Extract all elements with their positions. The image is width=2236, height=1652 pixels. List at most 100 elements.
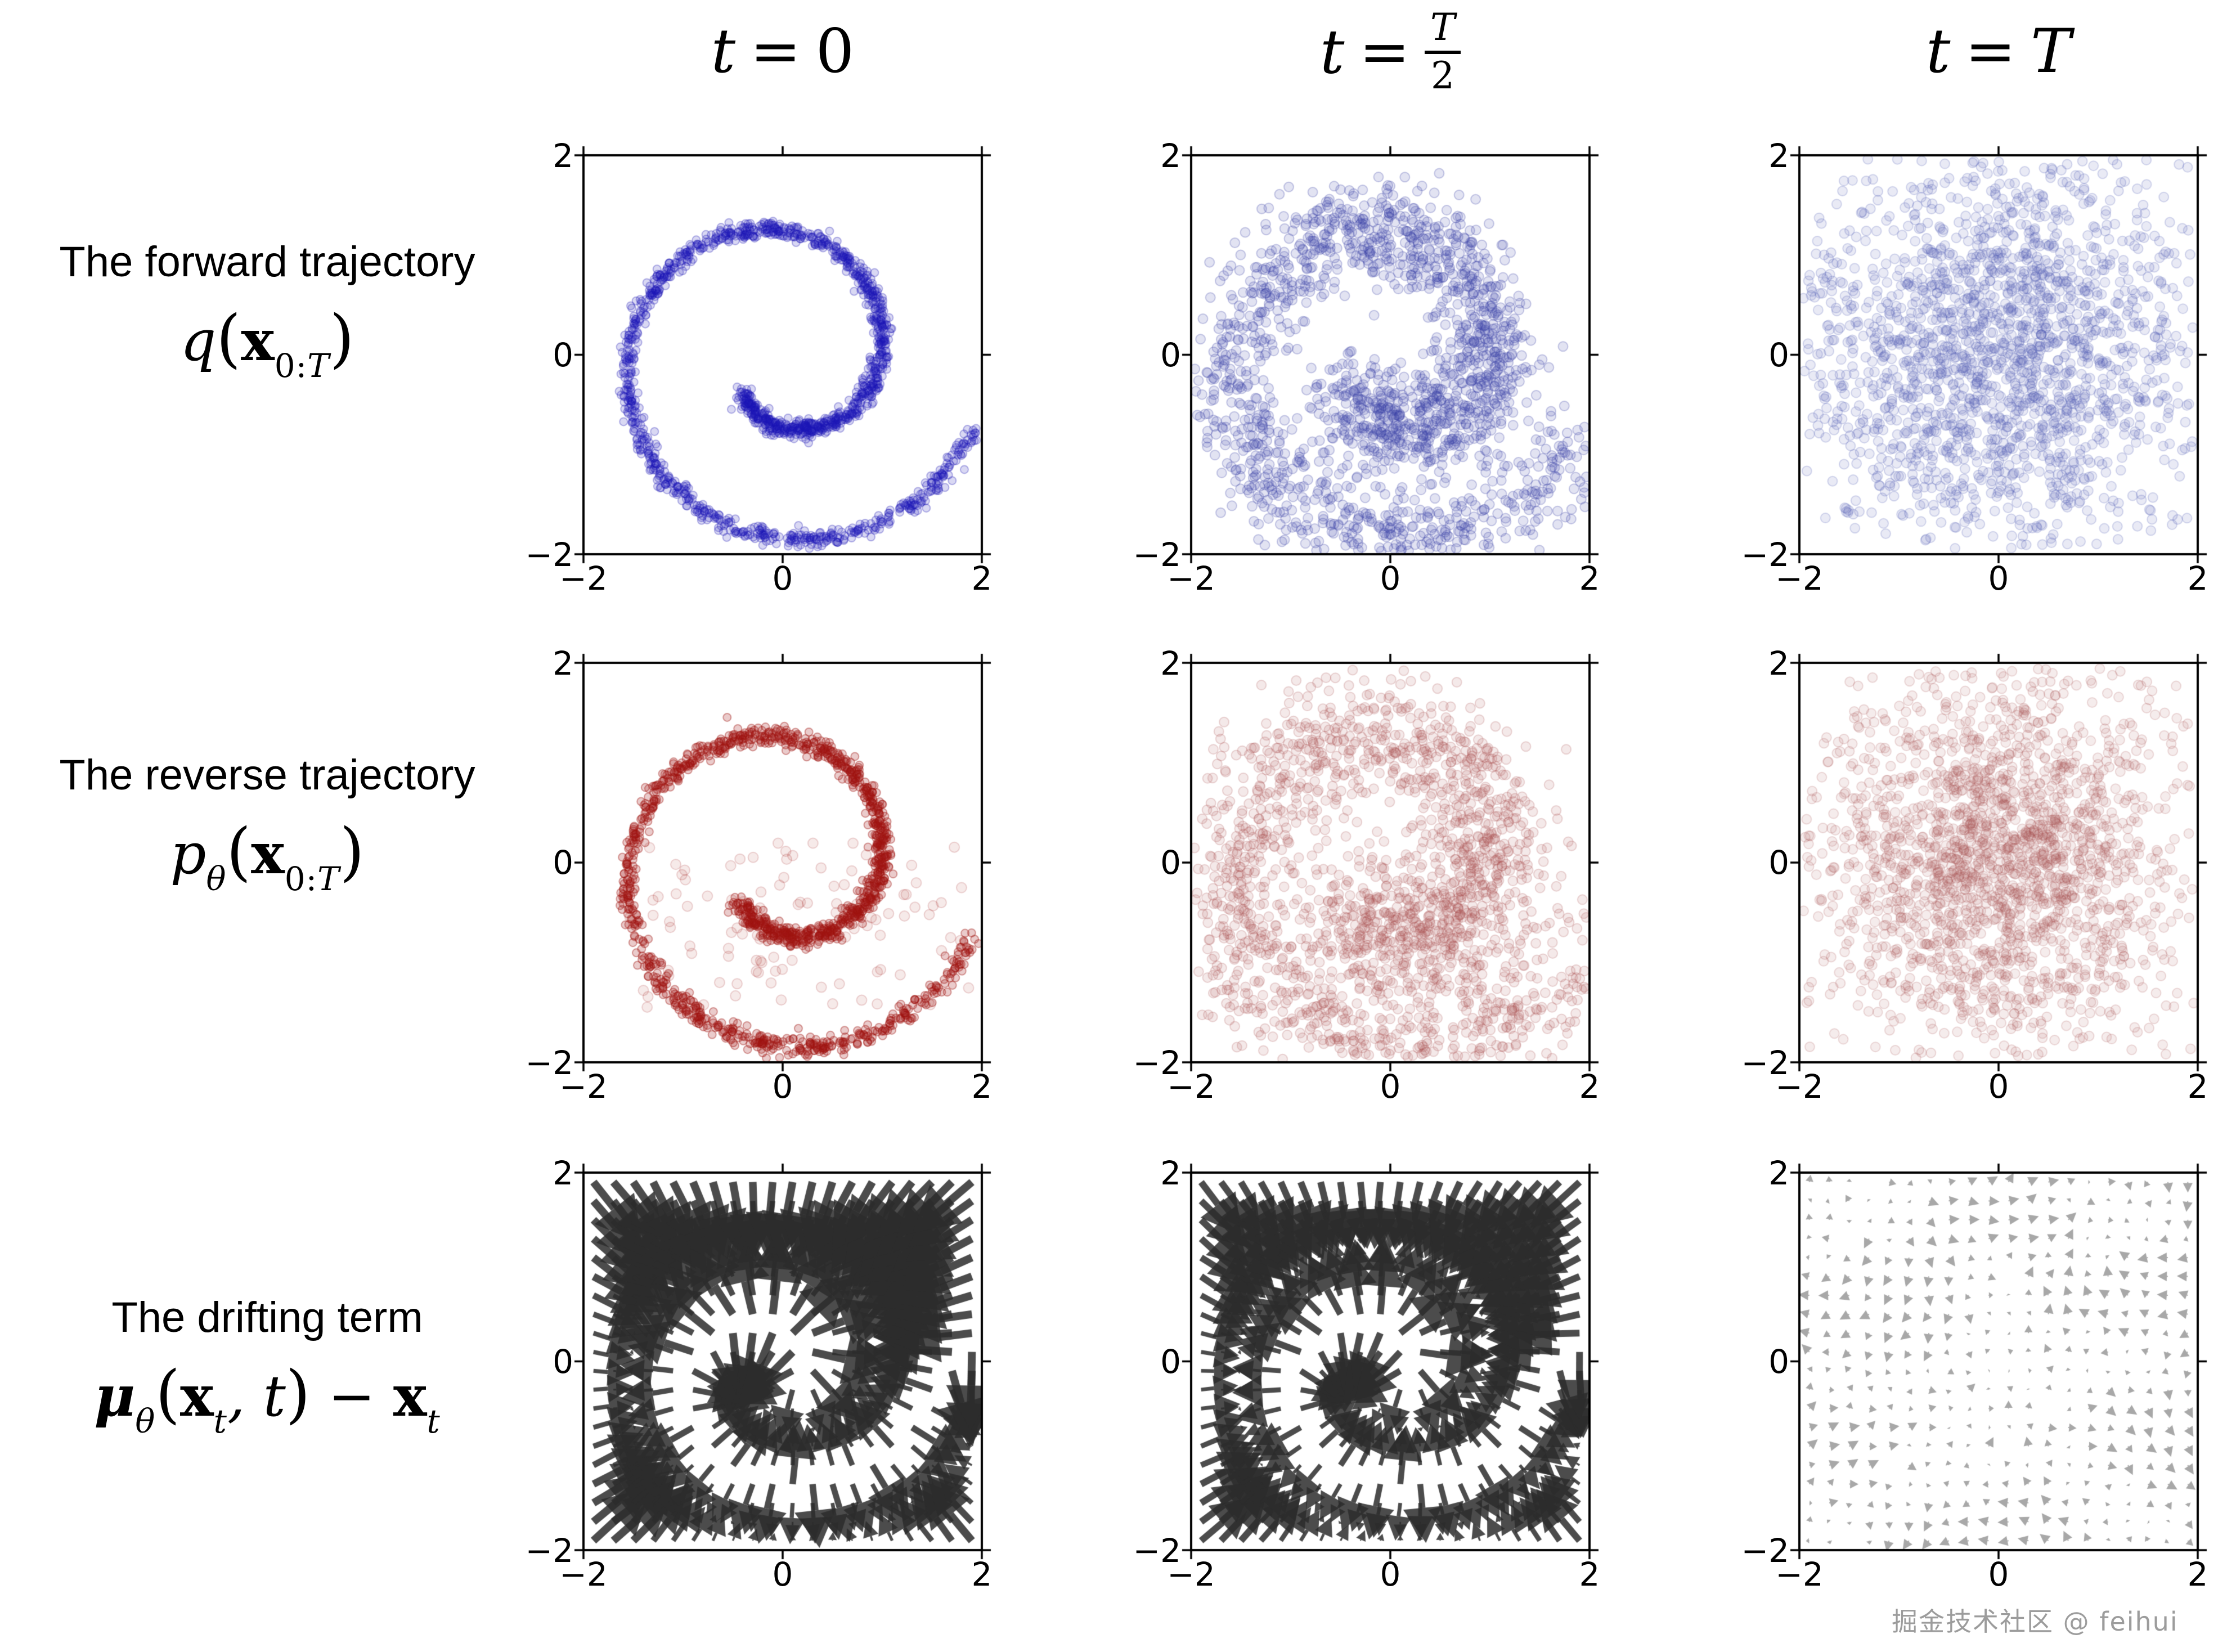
row-label-forward: The forward trajectory q(x0:T) bbox=[14, 236, 520, 384]
y-tick-label: 2 bbox=[1160, 1154, 1181, 1192]
column-header-t-half: t = T 2 bbox=[1191, 9, 1590, 100]
header-math-eq: = bbox=[1965, 16, 2016, 87]
y-tick-label: 2 bbox=[1768, 644, 1789, 683]
x-tick-label: −2 bbox=[1775, 1067, 1824, 1106]
plot-reverse-t0: 2 −2 0 0 −2 2 bbox=[526, 647, 995, 1103]
row-title-forward: The forward trajectory bbox=[59, 238, 475, 286]
y-tick-label: −2 bbox=[525, 536, 574, 574]
math-minus: − bbox=[310, 1363, 393, 1430]
x-tick-label: 0 bbox=[1380, 1067, 1401, 1106]
x-tick-label: 0 bbox=[1380, 559, 1401, 598]
y-tick-label: 0 bbox=[1160, 843, 1181, 882]
x-tick-label: 2 bbox=[1579, 559, 1600, 598]
y-tick-label: −2 bbox=[1741, 1532, 1790, 1570]
math-t-sub: t bbox=[426, 1402, 441, 1441]
x-tick-label: 0 bbox=[1380, 1555, 1401, 1593]
subscript-T: T bbox=[307, 347, 330, 385]
plot-forward-t0: 2 −2 0 0 −2 2 bbox=[526, 140, 995, 595]
y-tick-label: 0 bbox=[553, 843, 573, 882]
header-math-value: T bbox=[2030, 16, 2071, 87]
x-tick-label: 0 bbox=[772, 1555, 793, 1593]
x-tick-label: 0 bbox=[772, 559, 793, 598]
y-tick-label: 2 bbox=[1160, 137, 1181, 175]
header-math-eq: = bbox=[1359, 17, 1410, 88]
paren-open: ( bbox=[216, 302, 241, 376]
x-tick-label: 0 bbox=[1988, 559, 2009, 598]
column-header-T: t = T bbox=[1799, 14, 2198, 89]
y-tick-label: 2 bbox=[1160, 644, 1181, 683]
x-tick-label: −2 bbox=[559, 1067, 608, 1106]
quiver-canvas-drift-t0 bbox=[570, 1159, 995, 1564]
row-math-reverse: pθ(x0:T) bbox=[14, 818, 520, 897]
y-tick-label: 0 bbox=[553, 335, 573, 374]
math-theta-sub: θ bbox=[135, 1402, 156, 1441]
y-tick-label: 0 bbox=[1160, 1342, 1181, 1381]
y-tick-label: −2 bbox=[525, 1532, 574, 1570]
scatter-canvas-forward-tT bbox=[1786, 142, 2211, 568]
scatter-canvas-reverse-tT2 bbox=[1178, 649, 1603, 1076]
fraction-numerator: T bbox=[1424, 8, 1461, 54]
x-tick-label: −2 bbox=[559, 559, 608, 598]
x-tick-label: 0 bbox=[1988, 1067, 2009, 1106]
x-tick-label: 0 bbox=[772, 1067, 793, 1106]
row-label-drift: The drifting term μθ(xt, t) − xt bbox=[14, 1292, 520, 1440]
x-tick-label: −2 bbox=[1167, 559, 1215, 598]
x-tick-label: 2 bbox=[1579, 1555, 1600, 1593]
y-tick-label: 2 bbox=[553, 1154, 573, 1192]
subscript-0: 0: bbox=[274, 347, 308, 385]
y-tick-label: −2 bbox=[1741, 1044, 1790, 1082]
x-tick-label: 2 bbox=[2187, 1067, 2208, 1106]
math-p: p bbox=[170, 821, 206, 887]
y-tick-label: 2 bbox=[1768, 1154, 1789, 1192]
x-tick-label: 2 bbox=[2187, 1555, 2208, 1593]
math-q: q bbox=[180, 308, 217, 374]
row-title-reverse: The reverse trajectory bbox=[59, 751, 475, 799]
y-tick-label: 2 bbox=[1768, 137, 1789, 175]
y-tick-label: 2 bbox=[553, 644, 573, 683]
y-tick-label: −2 bbox=[525, 1044, 574, 1082]
x-tick-label: 0 bbox=[1988, 1555, 2009, 1593]
math-t-sub: t bbox=[213, 1402, 227, 1441]
y-tick-label: −2 bbox=[1133, 1044, 1182, 1082]
x-tick-label: −2 bbox=[1167, 1555, 1215, 1593]
y-tick-label: 2 bbox=[553, 137, 573, 175]
row-math-forward: q(x0:T) bbox=[14, 304, 520, 384]
x-tick-label: 2 bbox=[2187, 559, 2208, 598]
y-tick-label: 0 bbox=[1768, 1342, 1789, 1381]
math-subscript: 0:T bbox=[285, 860, 340, 898]
x-tick-label: 2 bbox=[971, 559, 993, 598]
plot-forward-tT2: 2 −2 0 0 −2 2 bbox=[1133, 140, 1603, 595]
row-title-drift: The drifting term bbox=[111, 1294, 423, 1341]
scatter-canvas-forward-tT2 bbox=[1178, 142, 1603, 568]
plot-drift-tT2: 2 −2 0 0 −2 2 bbox=[1133, 1157, 1603, 1591]
y-tick-label: 0 bbox=[553, 1342, 573, 1381]
paren-open: ( bbox=[155, 1358, 181, 1431]
subscript-0: 0: bbox=[284, 860, 318, 899]
math-x-bold: x bbox=[241, 307, 275, 374]
header-math-eq: = bbox=[750, 16, 801, 87]
fraction-denominator: 2 bbox=[1430, 54, 1454, 97]
x-tick-label: −2 bbox=[1775, 559, 1824, 598]
paren-close: ) bbox=[285, 1358, 311, 1431]
math-x-bold: x bbox=[180, 1363, 214, 1430]
math-subscript: 0:T bbox=[275, 347, 330, 385]
quiver-canvas-drift-tT2 bbox=[1178, 1159, 1603, 1564]
math-theta-sub: θ bbox=[206, 860, 227, 899]
math-comma-t: , bbox=[227, 1363, 263, 1430]
paren-close: ) bbox=[329, 302, 354, 376]
plot-drift-t0: 2 −2 0 0 −2 2 bbox=[526, 1157, 995, 1591]
y-tick-label: −2 bbox=[1133, 1532, 1182, 1570]
x-tick-label: −2 bbox=[1167, 1067, 1215, 1106]
column-header-t0: t = 0 bbox=[583, 14, 982, 89]
header-math-t: t bbox=[1320, 17, 1345, 88]
subscript-T: T bbox=[317, 860, 340, 899]
row-label-reverse: The reverse trajectory pθ(x0:T) bbox=[14, 749, 520, 897]
paren-close: ) bbox=[339, 815, 365, 889]
math-x-bold: x bbox=[393, 1363, 427, 1430]
scatter-canvas-reverse-t0 bbox=[570, 649, 995, 1076]
plot-drift-tT: 2 −2 0 0 −2 2 bbox=[1741, 1157, 2211, 1591]
math-x-bold: x bbox=[251, 820, 285, 887]
math-mu-bold: μ bbox=[94, 1363, 136, 1430]
